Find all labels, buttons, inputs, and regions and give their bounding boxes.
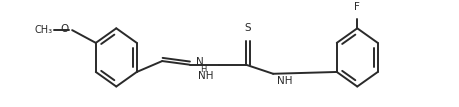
Text: NH: NH — [277, 76, 292, 86]
Text: O: O — [60, 24, 68, 34]
Text: CH₃: CH₃ — [34, 25, 52, 35]
Text: F: F — [354, 2, 360, 12]
Text: N: N — [196, 57, 204, 67]
Text: S: S — [244, 23, 251, 33]
Text: H: H — [201, 65, 207, 74]
Text: NH: NH — [198, 71, 213, 81]
